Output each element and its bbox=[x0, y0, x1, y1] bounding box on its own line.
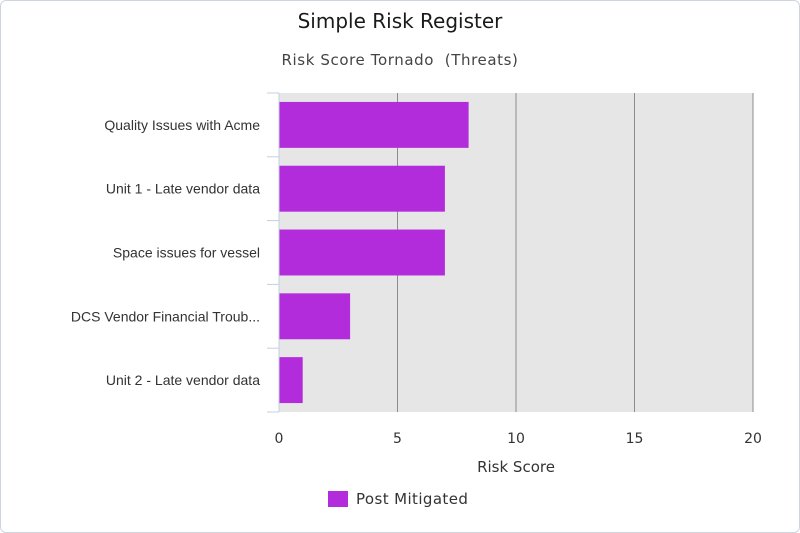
x-tick-label: 10 bbox=[507, 431, 525, 447]
bar[interactable] bbox=[279, 229, 445, 276]
category-label: Space issues for vessel bbox=[113, 245, 260, 261]
chart-subtitle: Risk Score Tornado (Threats) bbox=[281, 51, 519, 69]
x-tick-label: 0 bbox=[275, 431, 284, 447]
category-label: DCS Vendor Financial Troub... bbox=[71, 308, 260, 324]
category-labels: Quality Issues with Acme Unit 1 - Late ve… bbox=[71, 117, 260, 388]
bars bbox=[279, 101, 469, 404]
legend-label-post-mitigated: Post Mitigated bbox=[356, 490, 469, 508]
chart-title: Simple Risk Register bbox=[297, 9, 503, 33]
category-label: Unit 1 - Late vendor data bbox=[106, 181, 260, 197]
bar[interactable] bbox=[279, 357, 303, 404]
x-tick-labels: 0 5 10 15 20 bbox=[275, 431, 762, 447]
legend[interactable]: Post Mitigated bbox=[328, 488, 468, 510]
bar[interactable] bbox=[279, 101, 469, 148]
x-tick-label: 15 bbox=[626, 431, 644, 447]
category-axis bbox=[267, 92, 280, 413]
legend-swatch-post-mitigated bbox=[328, 491, 348, 507]
category-label: Quality Issues with Acme bbox=[104, 117, 260, 133]
x-tick-label: 5 bbox=[393, 431, 402, 447]
x-tick-label: 20 bbox=[744, 431, 762, 447]
bar[interactable] bbox=[279, 293, 351, 340]
bar[interactable] bbox=[279, 165, 445, 212]
x-axis-title: Risk Score bbox=[477, 458, 555, 476]
category-label: Unit 2 - Late vendor data bbox=[106, 372, 260, 388]
